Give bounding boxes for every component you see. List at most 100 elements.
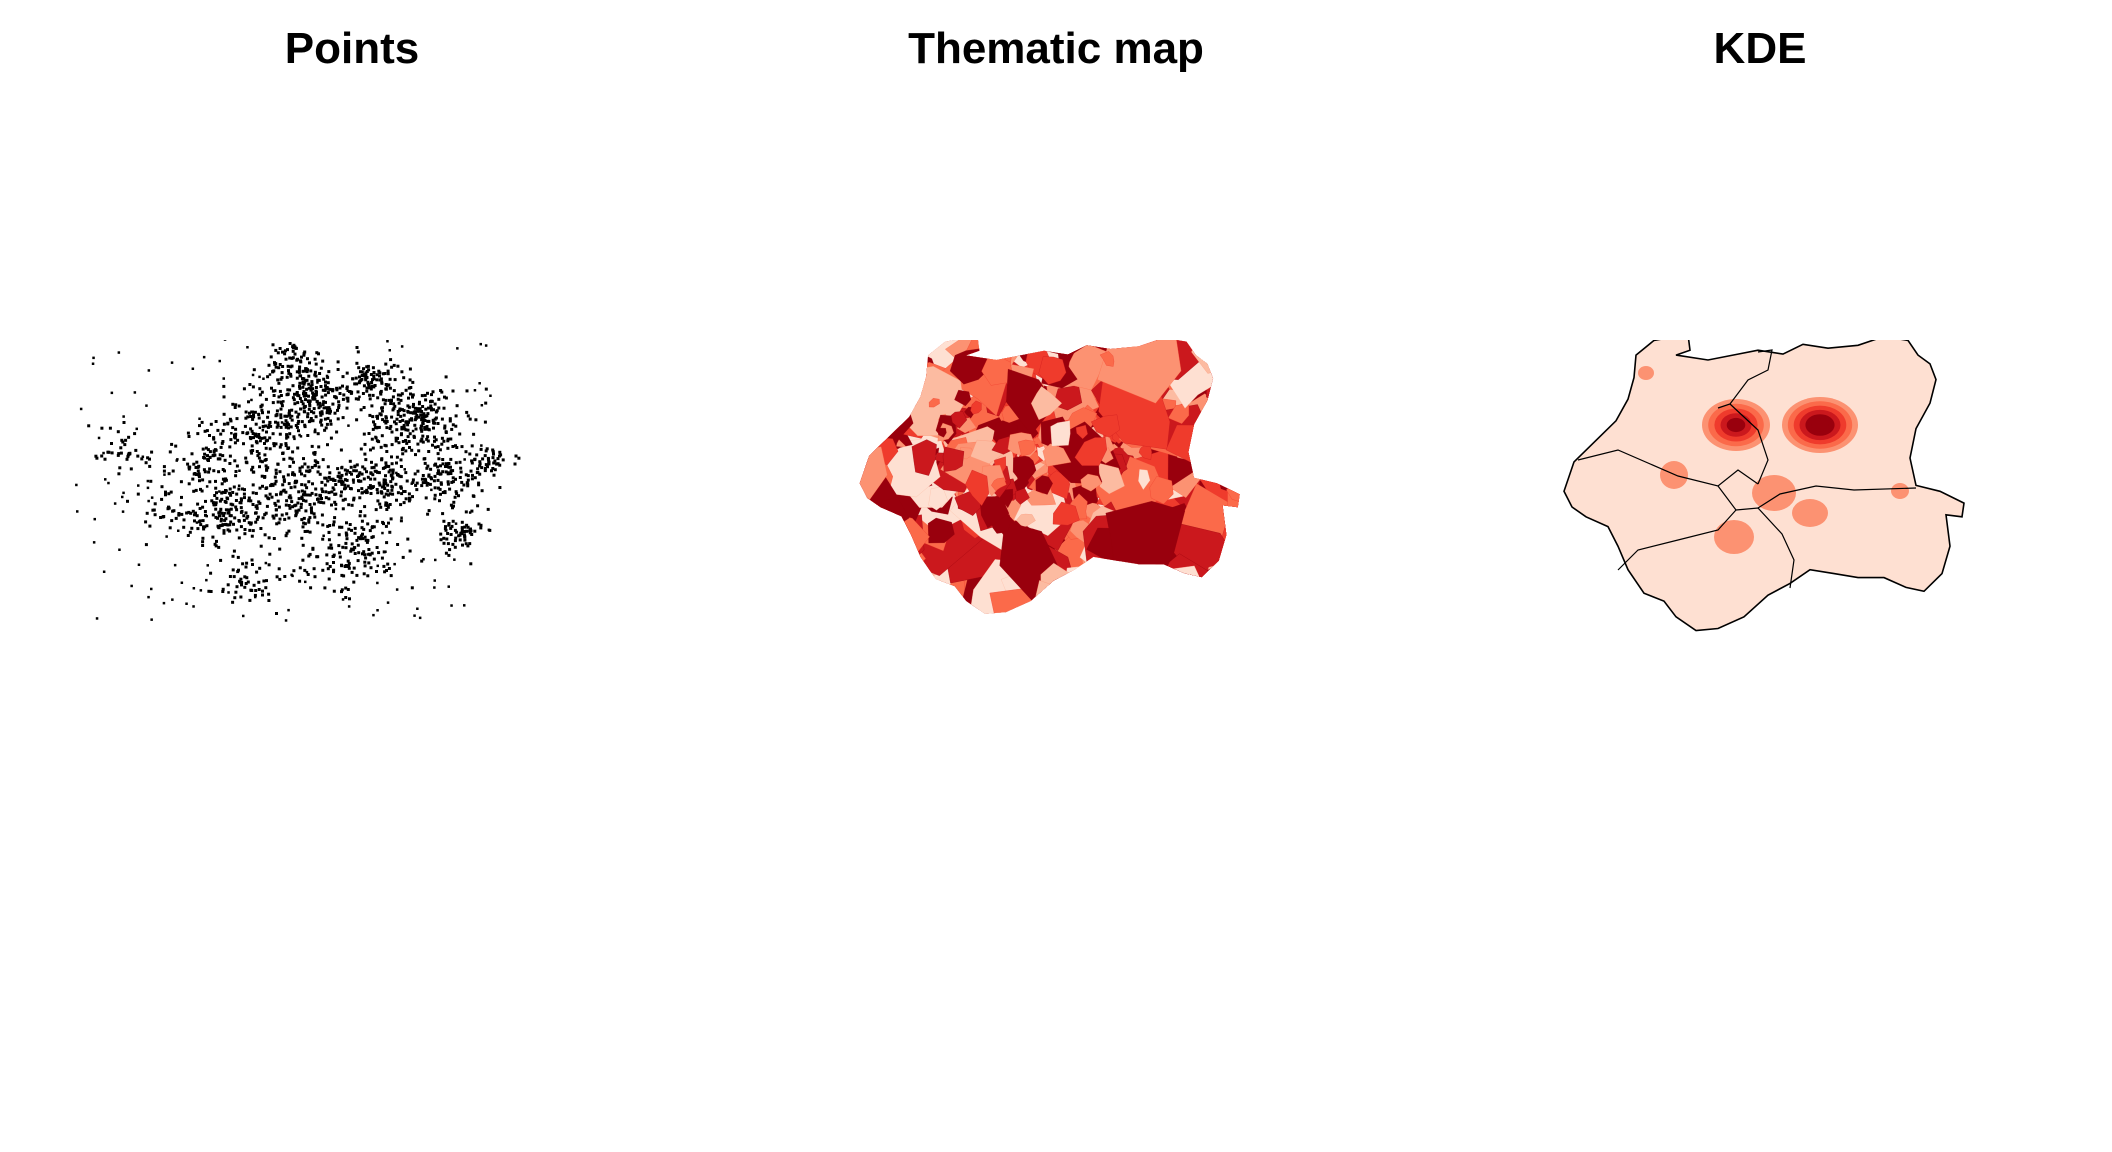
point-mark <box>332 568 336 572</box>
point-mark <box>150 618 153 621</box>
point-mark <box>346 559 350 563</box>
point-mark <box>479 342 482 346</box>
point-mark <box>228 575 232 578</box>
point-mark <box>271 432 275 436</box>
point-mark <box>222 412 226 416</box>
point-mark <box>278 577 282 581</box>
point-mark <box>220 511 224 515</box>
point-mark <box>400 370 404 374</box>
choropleth-area <box>859 355 885 435</box>
point-mark <box>281 365 285 368</box>
point-mark <box>468 531 472 535</box>
point-mark <box>371 415 375 419</box>
point-mark <box>341 416 345 420</box>
point-mark <box>453 495 457 499</box>
point-mark <box>231 491 235 494</box>
point-mark <box>245 432 249 436</box>
point-mark <box>212 437 216 441</box>
point-mark <box>296 415 300 419</box>
point-mark <box>230 432 233 435</box>
point-mark <box>492 461 496 465</box>
point-mark <box>478 462 482 466</box>
point-mark <box>258 486 262 490</box>
point-mark <box>324 393 328 397</box>
point-mark <box>303 394 306 398</box>
point-mark <box>187 465 191 469</box>
point-mark <box>365 540 369 544</box>
point-mark <box>298 386 302 390</box>
point-mark <box>224 489 227 492</box>
point-mark <box>326 567 330 571</box>
point-mark <box>226 528 230 532</box>
choropleth-area <box>1167 403 1190 424</box>
point-mark <box>221 587 225 591</box>
point-mark <box>413 614 416 617</box>
point-mark <box>209 422 213 426</box>
point-mark <box>275 522 279 526</box>
point-mark <box>223 491 227 494</box>
point-mark <box>257 452 261 456</box>
point-mark <box>200 420 204 424</box>
point-mark <box>324 387 328 391</box>
point-mark <box>378 483 382 487</box>
point-mark <box>333 500 337 504</box>
point-mark <box>224 517 228 521</box>
point-mark <box>358 537 362 541</box>
choropleth-area <box>1015 488 1030 505</box>
point-mark <box>483 466 487 470</box>
point-mark <box>362 527 366 531</box>
point-mark <box>377 425 381 429</box>
point-mark <box>483 469 487 473</box>
point-mark <box>478 382 481 385</box>
point-mark <box>469 529 473 533</box>
point-mark <box>334 483 338 486</box>
choropleth-area <box>1015 513 1036 527</box>
region-boundary <box>1563 340 1965 632</box>
point-mark <box>341 384 344 388</box>
choropleth-area <box>1157 553 1235 614</box>
point-mark <box>368 529 372 533</box>
point-mark <box>125 457 129 461</box>
point-mark <box>232 575 236 579</box>
point-mark <box>307 374 311 378</box>
point-mark <box>268 552 272 556</box>
point-mark <box>196 502 200 506</box>
point-mark <box>444 525 447 529</box>
point-mark <box>170 361 174 364</box>
point-mark <box>442 519 446 523</box>
point-mark <box>207 589 211 593</box>
point-mark <box>401 452 405 456</box>
point-mark <box>327 531 331 534</box>
point-mark <box>228 491 232 495</box>
choropleth-area <box>859 577 893 614</box>
point-mark <box>320 423 324 427</box>
point-mark <box>427 450 431 453</box>
point-mark <box>204 446 208 450</box>
point-mark <box>453 545 457 549</box>
point-mark <box>447 523 451 527</box>
point-mark <box>249 499 253 503</box>
point-mark <box>335 386 339 390</box>
point-mark <box>320 410 324 414</box>
point-mark <box>453 539 457 543</box>
point-mark <box>359 408 363 412</box>
point-mark <box>229 493 233 497</box>
point-mark <box>345 521 348 525</box>
point-mark <box>446 532 450 535</box>
point-mark <box>294 346 298 350</box>
point-mark <box>186 431 190 435</box>
choropleth-area <box>859 558 888 614</box>
point-mark <box>251 385 255 389</box>
point-mark <box>424 496 428 500</box>
point-mark <box>268 447 272 451</box>
point-mark <box>280 513 284 517</box>
point-mark <box>263 475 267 478</box>
point-mark <box>217 545 221 549</box>
choropleth-area <box>859 504 884 538</box>
thematic-panel-title: Thematic map <box>908 24 1204 73</box>
point-mark <box>294 503 298 507</box>
point-mark <box>473 476 477 480</box>
point-mark <box>390 455 393 459</box>
point-mark <box>400 392 404 396</box>
point-mark <box>291 384 295 388</box>
